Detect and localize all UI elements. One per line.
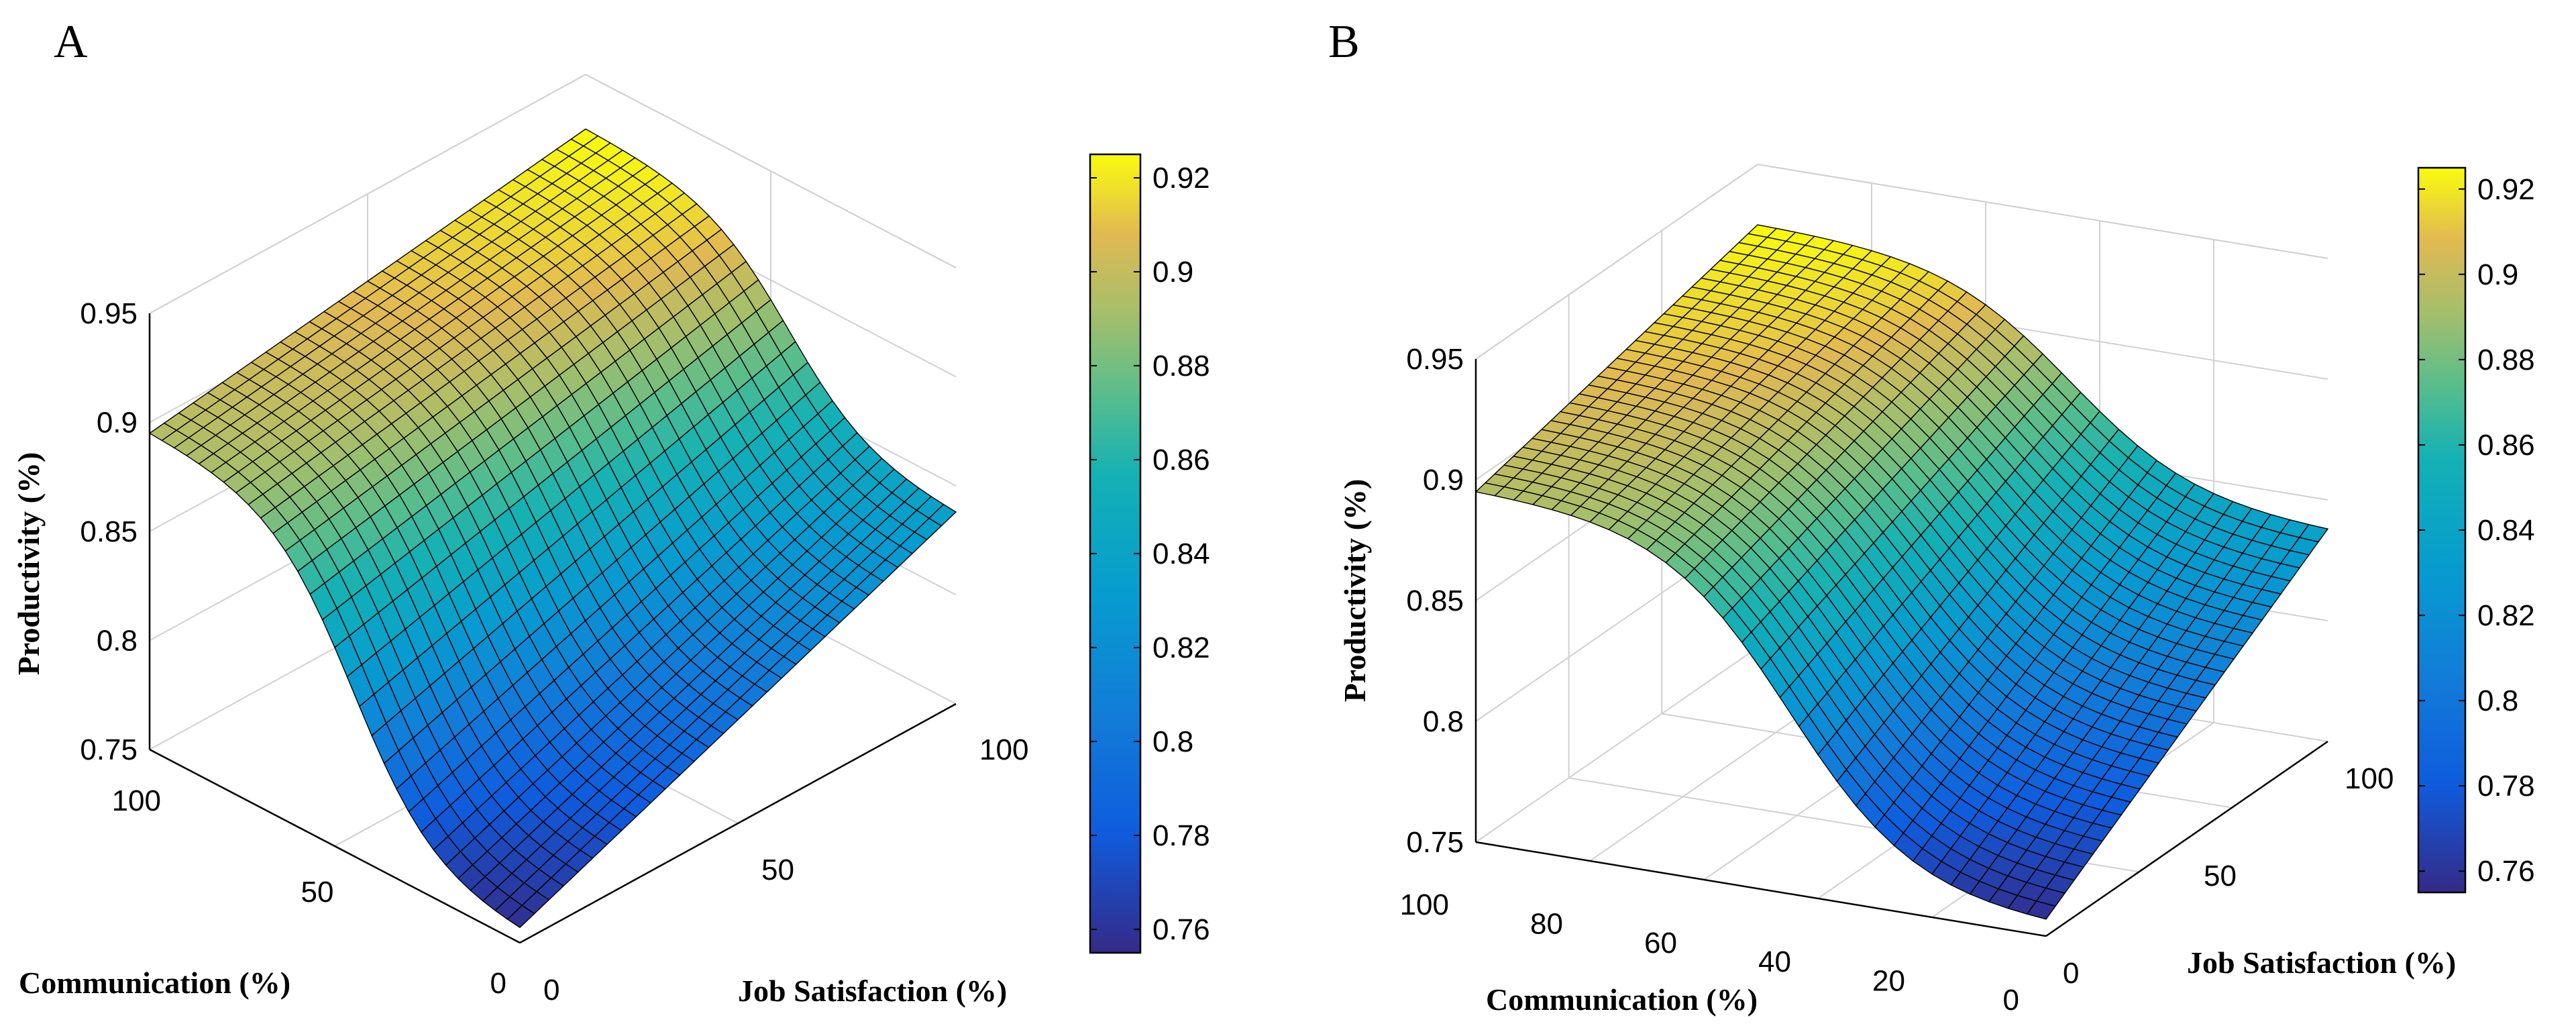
- b-xtick: 40: [1758, 945, 1791, 978]
- panel-b-zlabel: Productivity (%): [1338, 479, 1372, 703]
- panel-b: B 0.75 0.8 0.85 0.9 0.95 0 20 40 60 80 100 0 50 100 P…: [1328, 16, 2535, 1017]
- panel-a-zlabel: Productivity (%): [11, 452, 46, 676]
- a-ytick: 100: [979, 733, 1028, 766]
- a-cbtick: 0.92: [1152, 162, 1210, 195]
- b-xtick: 100: [1400, 888, 1449, 921]
- a-cbtick: 0.84: [1152, 537, 1210, 570]
- a-cbtick: 0.86: [1152, 444, 1210, 476]
- b-cbtick: 0.8: [2477, 684, 2518, 717]
- b-xtick: 0: [2003, 984, 2019, 1017]
- a-topframe: [149, 73, 957, 314]
- b-xtick: 80: [1530, 907, 1563, 940]
- a-cbtick: 0.9: [1152, 256, 1193, 289]
- b-colorbar-bar: [2417, 166, 2467, 894]
- a-cbtick: 0.78: [1152, 819, 1210, 852]
- panel-a: A 0.75 0.8 0.85 0.9 0.95 0 50 100 0 50 100 Product…: [11, 16, 1210, 1008]
- panel-a-surface: [148, 128, 957, 929]
- b-ztick: 0.85: [1406, 584, 1464, 617]
- panel-b-ticks: 0.75 0.8 0.85 0.9 0.95 0 20 40 60 80 100 0 50 100: [1400, 343, 2394, 1017]
- a-cbtick: 0.8: [1152, 725, 1193, 758]
- panel-b-xlabel: Communication (%): [1486, 982, 1758, 1017]
- b-caxis: [2045, 740, 2328, 937]
- panel-b-surface: [1474, 224, 2329, 920]
- b-cbtick: 0.76: [2477, 855, 2535, 888]
- a-xtick: 0: [490, 967, 506, 1000]
- b-xtick: 60: [1644, 927, 1677, 960]
- b-cbtick: 0.78: [2477, 770, 2535, 803]
- b-cbtick: 0.82: [2477, 599, 2535, 632]
- b-cbtick: 0.86: [2477, 429, 2535, 462]
- a-cbtick: 0.88: [1152, 350, 1210, 382]
- a-caxis: [519, 703, 957, 944]
- panel-a-ticks: 0.75 0.8 0.85 0.9 0.95 0 50 100 0 50 100: [80, 297, 1028, 1007]
- b-xtick: 20: [1872, 965, 1905, 998]
- b-topframe: [1475, 163, 2328, 360]
- panel-a-xlabel: Communication (%): [19, 966, 290, 1000]
- b-cbtick: 0.84: [2477, 514, 2535, 547]
- panel-b-colorbar: 0.76 0.78 0.8 0.82 0.84 0.86 0.88 0.9 0.92: [2417, 166, 2535, 894]
- surface-cell: [2026, 900, 2057, 920]
- b-ztick: 0.9: [1423, 464, 1464, 497]
- a-xtick: 100: [112, 784, 161, 817]
- b-ytick: 0: [2063, 957, 2079, 990]
- b-cbtick: 0.9: [2477, 258, 2518, 291]
- panel-b-letter: B: [1328, 16, 1360, 68]
- b-ytick: 50: [2204, 860, 2237, 892]
- panel-b-ylabel: Job Satisfaction (%): [2187, 945, 2456, 980]
- a-jaxis: [149, 748, 521, 944]
- a-cbtick: 0.76: [1152, 913, 1210, 946]
- a-ytick: 0: [543, 974, 559, 1007]
- surface-cell: [506, 905, 535, 929]
- a-xtick: 50: [301, 876, 334, 909]
- b-ztick: 0.95: [1406, 343, 1464, 376]
- panel-a-letter: A: [54, 16, 88, 68]
- b-ytick: 100: [2345, 762, 2394, 795]
- panel-a-colorbar: 0.76 0.78 0.8 0.82 0.84 0.86 0.88 0.9 0.92: [1089, 153, 1210, 954]
- a-colorbar-bar: [1089, 153, 1142, 954]
- a-ztick: 0.8: [97, 625, 138, 658]
- a-ztick: 0.75: [80, 733, 138, 766]
- b-cbtick: 0.88: [2477, 344, 2535, 376]
- a-ztick: 0.9: [97, 407, 138, 440]
- a-cbtick: 0.82: [1152, 631, 1210, 664]
- panel-a-ylabel: Job Satisfaction (%): [738, 974, 1007, 1008]
- b-ztick: 0.75: [1406, 826, 1464, 859]
- b-cbtick: 0.92: [2477, 173, 2535, 206]
- b-ztick: 0.8: [1423, 705, 1464, 738]
- b-jaxis: [1475, 841, 2047, 937]
- a-ztick: 0.85: [80, 515, 138, 548]
- a-ztick: 0.95: [80, 297, 138, 330]
- a-ytick: 50: [761, 854, 794, 886]
